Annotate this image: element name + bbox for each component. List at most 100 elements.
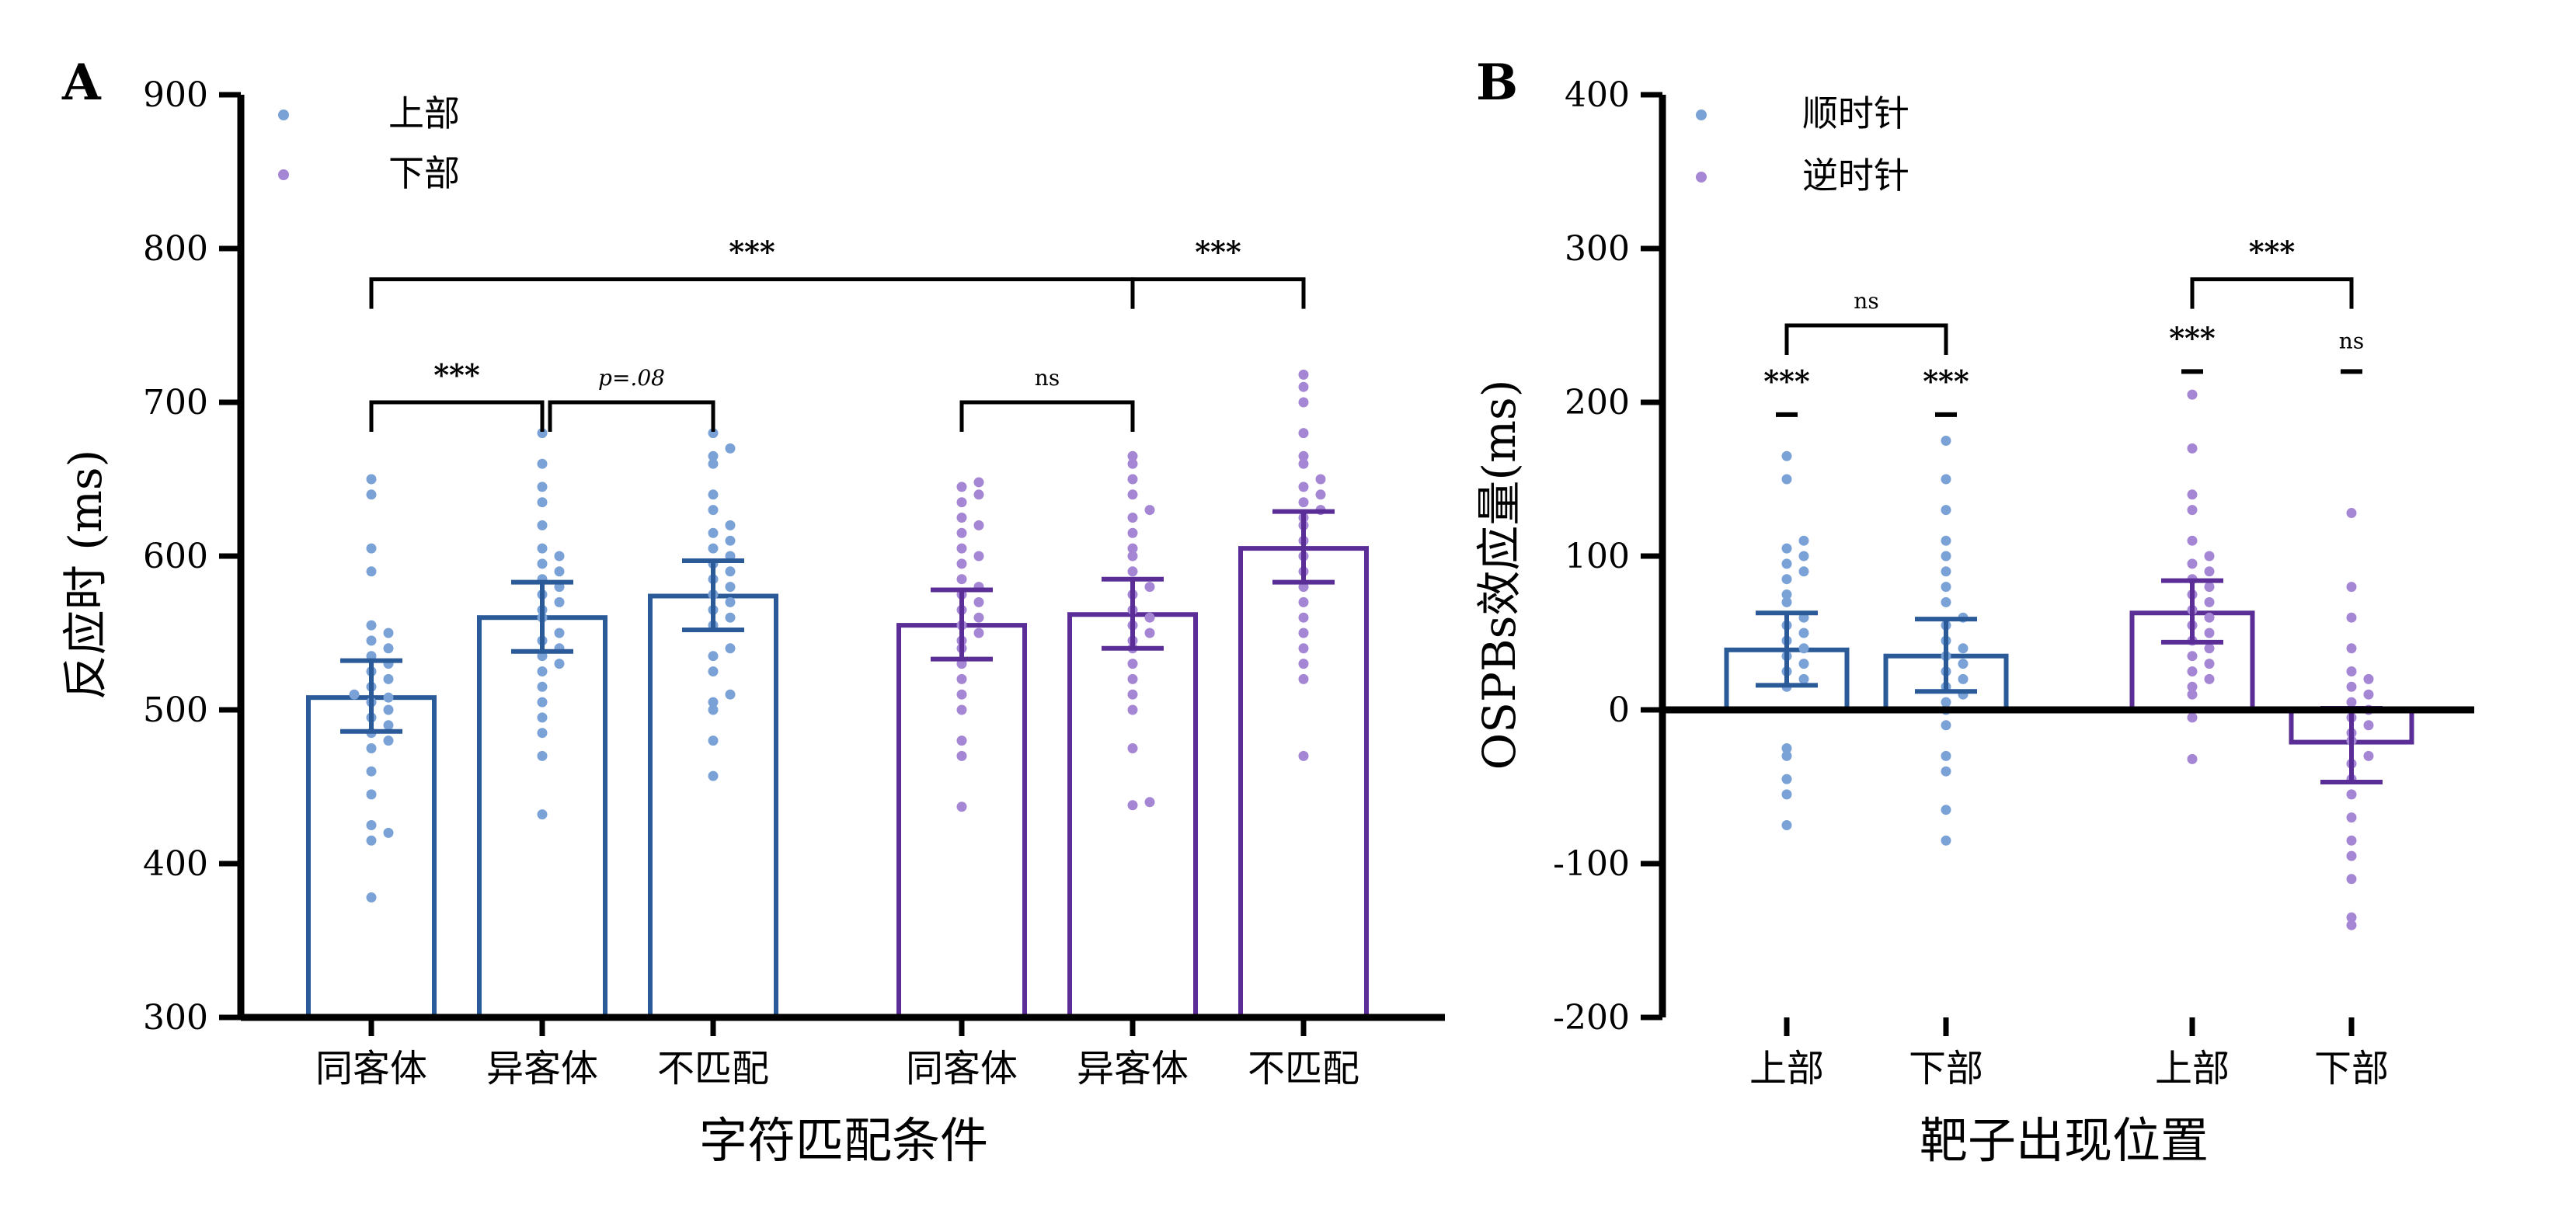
panel-a-y-axis-title: 反应时 (ms) bbox=[59, 450, 112, 700]
data-point bbox=[2346, 874, 2357, 885]
data-point bbox=[2204, 566, 2215, 577]
data-point bbox=[383, 628, 394, 638]
y-tick-label: 400 bbox=[143, 844, 208, 884]
data-point bbox=[1958, 659, 1969, 669]
data-point bbox=[1781, 820, 1792, 830]
data-point bbox=[1127, 513, 1138, 523]
data-point bbox=[725, 582, 736, 593]
data-point bbox=[2187, 753, 2198, 764]
significance-bracket bbox=[959, 400, 1135, 432]
data-point bbox=[1298, 659, 1309, 669]
data-point bbox=[1298, 450, 1309, 461]
data-point bbox=[708, 428, 719, 439]
bar bbox=[1238, 546, 1369, 1020]
data-point bbox=[708, 527, 719, 538]
legend-label-upper: 上部 bbox=[388, 92, 460, 134]
data-point bbox=[708, 735, 719, 746]
data-point bbox=[1315, 474, 1326, 485]
significance-bracket bbox=[369, 277, 1135, 309]
data-point bbox=[537, 681, 548, 692]
significance-label: *** bbox=[2169, 320, 2216, 355]
x-category-label: 不匹配 bbox=[1248, 1047, 1359, 1090]
data-point bbox=[1298, 643, 1309, 654]
significance-bracket bbox=[548, 400, 715, 432]
data-point bbox=[1298, 369, 1309, 380]
data-point bbox=[366, 835, 377, 846]
y-tick-label: 900 bbox=[143, 75, 208, 115]
data-point bbox=[1941, 835, 1951, 846]
data-point bbox=[2187, 689, 2198, 700]
data-point bbox=[1144, 505, 1155, 516]
data-point bbox=[1298, 482, 1309, 492]
data-point bbox=[1941, 596, 1951, 607]
data-point bbox=[1798, 643, 1809, 654]
data-point bbox=[554, 566, 565, 577]
data-point bbox=[1781, 474, 1792, 485]
data-point bbox=[366, 635, 377, 646]
data-point bbox=[2363, 720, 2374, 731]
data-point bbox=[366, 474, 377, 485]
data-point bbox=[1941, 566, 1951, 577]
data-point bbox=[2363, 673, 2374, 684]
data-point bbox=[973, 628, 984, 638]
data-point bbox=[1127, 489, 1138, 500]
panel-a-x-axis-title: 字符匹配条件 bbox=[699, 1112, 988, 1169]
data-point bbox=[366, 766, 377, 777]
data-point bbox=[1941, 750, 1951, 761]
x-category-label: 同客体 bbox=[906, 1047, 1018, 1090]
data-point bbox=[1941, 474, 1951, 485]
data-point bbox=[366, 566, 377, 577]
significance-label: *** bbox=[1195, 235, 1241, 269]
data-point bbox=[956, 543, 967, 554]
data-point bbox=[1144, 797, 1155, 808]
data-point bbox=[554, 551, 565, 562]
significance-label: *** bbox=[1923, 363, 1969, 398]
y-tick-label: 800 bbox=[143, 229, 208, 269]
legend-label-clockwise: 顺时针 bbox=[1802, 92, 1909, 134]
data-point bbox=[1127, 673, 1138, 684]
data-point bbox=[1127, 566, 1138, 577]
data-point bbox=[1941, 766, 1951, 777]
data-point bbox=[956, 482, 967, 492]
data-point bbox=[708, 666, 719, 676]
data-point bbox=[708, 450, 719, 461]
data-point bbox=[956, 802, 967, 812]
data-point bbox=[537, 712, 548, 723]
data-point bbox=[2346, 681, 2357, 692]
data-point bbox=[1144, 582, 1155, 593]
data-point bbox=[708, 505, 719, 516]
data-point bbox=[537, 666, 548, 676]
data-point bbox=[973, 520, 984, 530]
data-point bbox=[956, 558, 967, 569]
data-point bbox=[2187, 535, 2198, 546]
data-point bbox=[725, 443, 736, 454]
panel-b-plot: -200 -100 0 100 200 300 400 上部 下部 上部 下部 *** *** ns ***… bbox=[1553, 75, 2474, 1090]
data-point bbox=[366, 543, 377, 554]
y-tick-label: 100 bbox=[1565, 537, 1630, 576]
data-point bbox=[2187, 666, 2198, 676]
data-point bbox=[956, 574, 967, 585]
data-point bbox=[2187, 389, 2198, 400]
data-point bbox=[725, 566, 736, 577]
significance-bracket bbox=[1130, 277, 1306, 309]
data-point bbox=[1941, 505, 1951, 516]
data-point bbox=[366, 489, 377, 500]
data-point bbox=[1298, 612, 1309, 623]
data-point bbox=[1941, 805, 1951, 815]
data-point bbox=[708, 704, 719, 715]
data-point bbox=[973, 551, 984, 562]
data-point bbox=[1315, 489, 1326, 500]
panel-b: B OSPBs效应量(ms) 靶子出现位置 顺时针 逆时针 bbox=[1473, 54, 2209, 1169]
data-point bbox=[956, 704, 967, 715]
data-point bbox=[1798, 566, 1809, 577]
data-point bbox=[973, 489, 984, 500]
legend-label-lower: 下部 bbox=[388, 152, 460, 194]
data-point bbox=[1781, 743, 1792, 753]
data-point bbox=[1127, 704, 1138, 715]
data-point bbox=[708, 543, 719, 554]
data-point bbox=[1298, 397, 1309, 408]
x-category-label: 不匹配 bbox=[657, 1047, 769, 1090]
data-point bbox=[2346, 508, 2357, 519]
data-point bbox=[708, 697, 719, 708]
data-point bbox=[366, 892, 377, 903]
